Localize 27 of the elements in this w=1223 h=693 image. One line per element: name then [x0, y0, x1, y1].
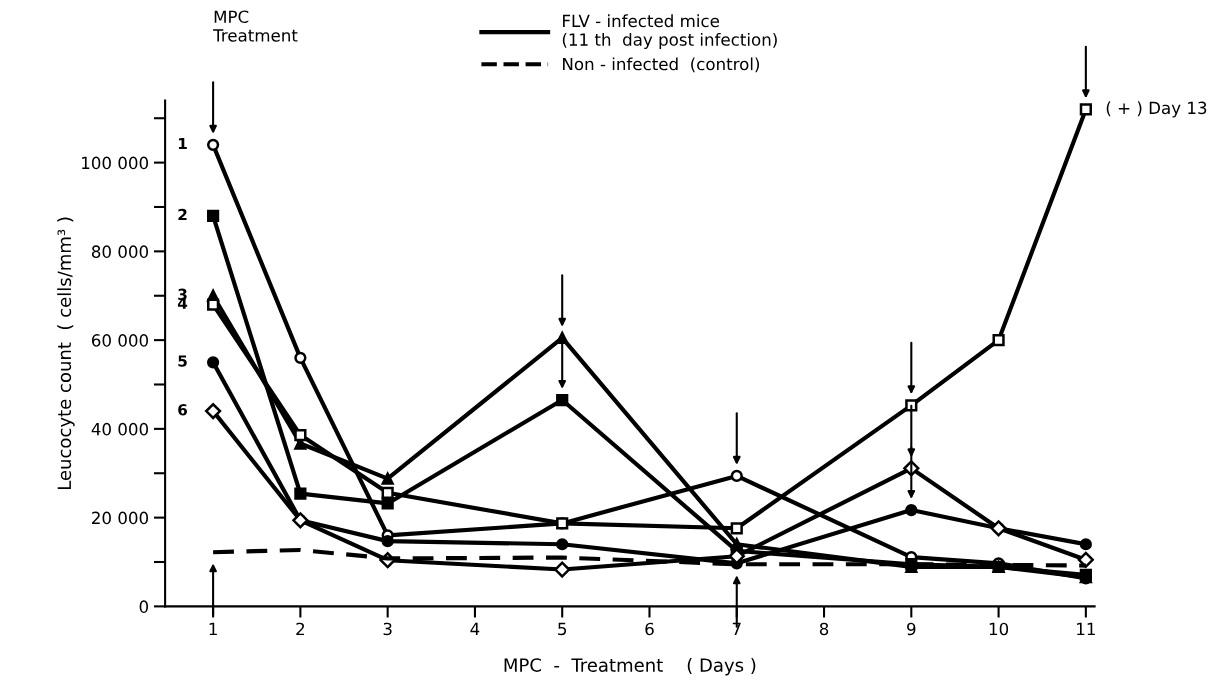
y-tick-label: 100 000	[82, 156, 149, 170]
x-tick-label: 8	[819, 622, 829, 636]
y-tick-label: 20 000	[92, 511, 149, 525]
legend-label: Non - infected (control)	[563, 57, 760, 73]
y-axis-title: Leucocyte count ( cells/mm³ )	[57, 217, 75, 490]
x-tick-label: 7	[732, 622, 741, 636]
annotation: ( + ) Day 13	[1106, 101, 1207, 118]
y-tick-label: 40 000	[91, 422, 149, 436]
x-tick-label: 3	[383, 622, 392, 636]
x-tick-label: 9	[907, 622, 916, 636]
series-label: 1	[178, 137, 187, 150]
text: MPC Treatment	[213, 10, 298, 42]
series-label: 6	[178, 404, 188, 416]
y-tick-label: 60 000	[91, 334, 149, 347]
x-axis-title: MPC - Treatment ( Days )	[504, 657, 756, 676]
y-tick-label: 80 000	[91, 245, 149, 258]
x-tick-label: 6	[645, 622, 654, 636]
x-tick-label: 5	[558, 622, 567, 636]
x-tick-label: 2	[296, 622, 305, 636]
y-tick-label: 0	[139, 600, 149, 613]
series-label: 5	[178, 355, 187, 367]
x-tick-label: 10	[989, 622, 1009, 636]
x-tick-label: 4	[470, 622, 480, 636]
text: FLV - infected mice (11 th day post infection)	[562, 14, 777, 50]
series-label: 2	[178, 208, 187, 221]
x-tick-label: 1	[209, 622, 217, 636]
x-tick-label: 11	[1077, 622, 1095, 636]
